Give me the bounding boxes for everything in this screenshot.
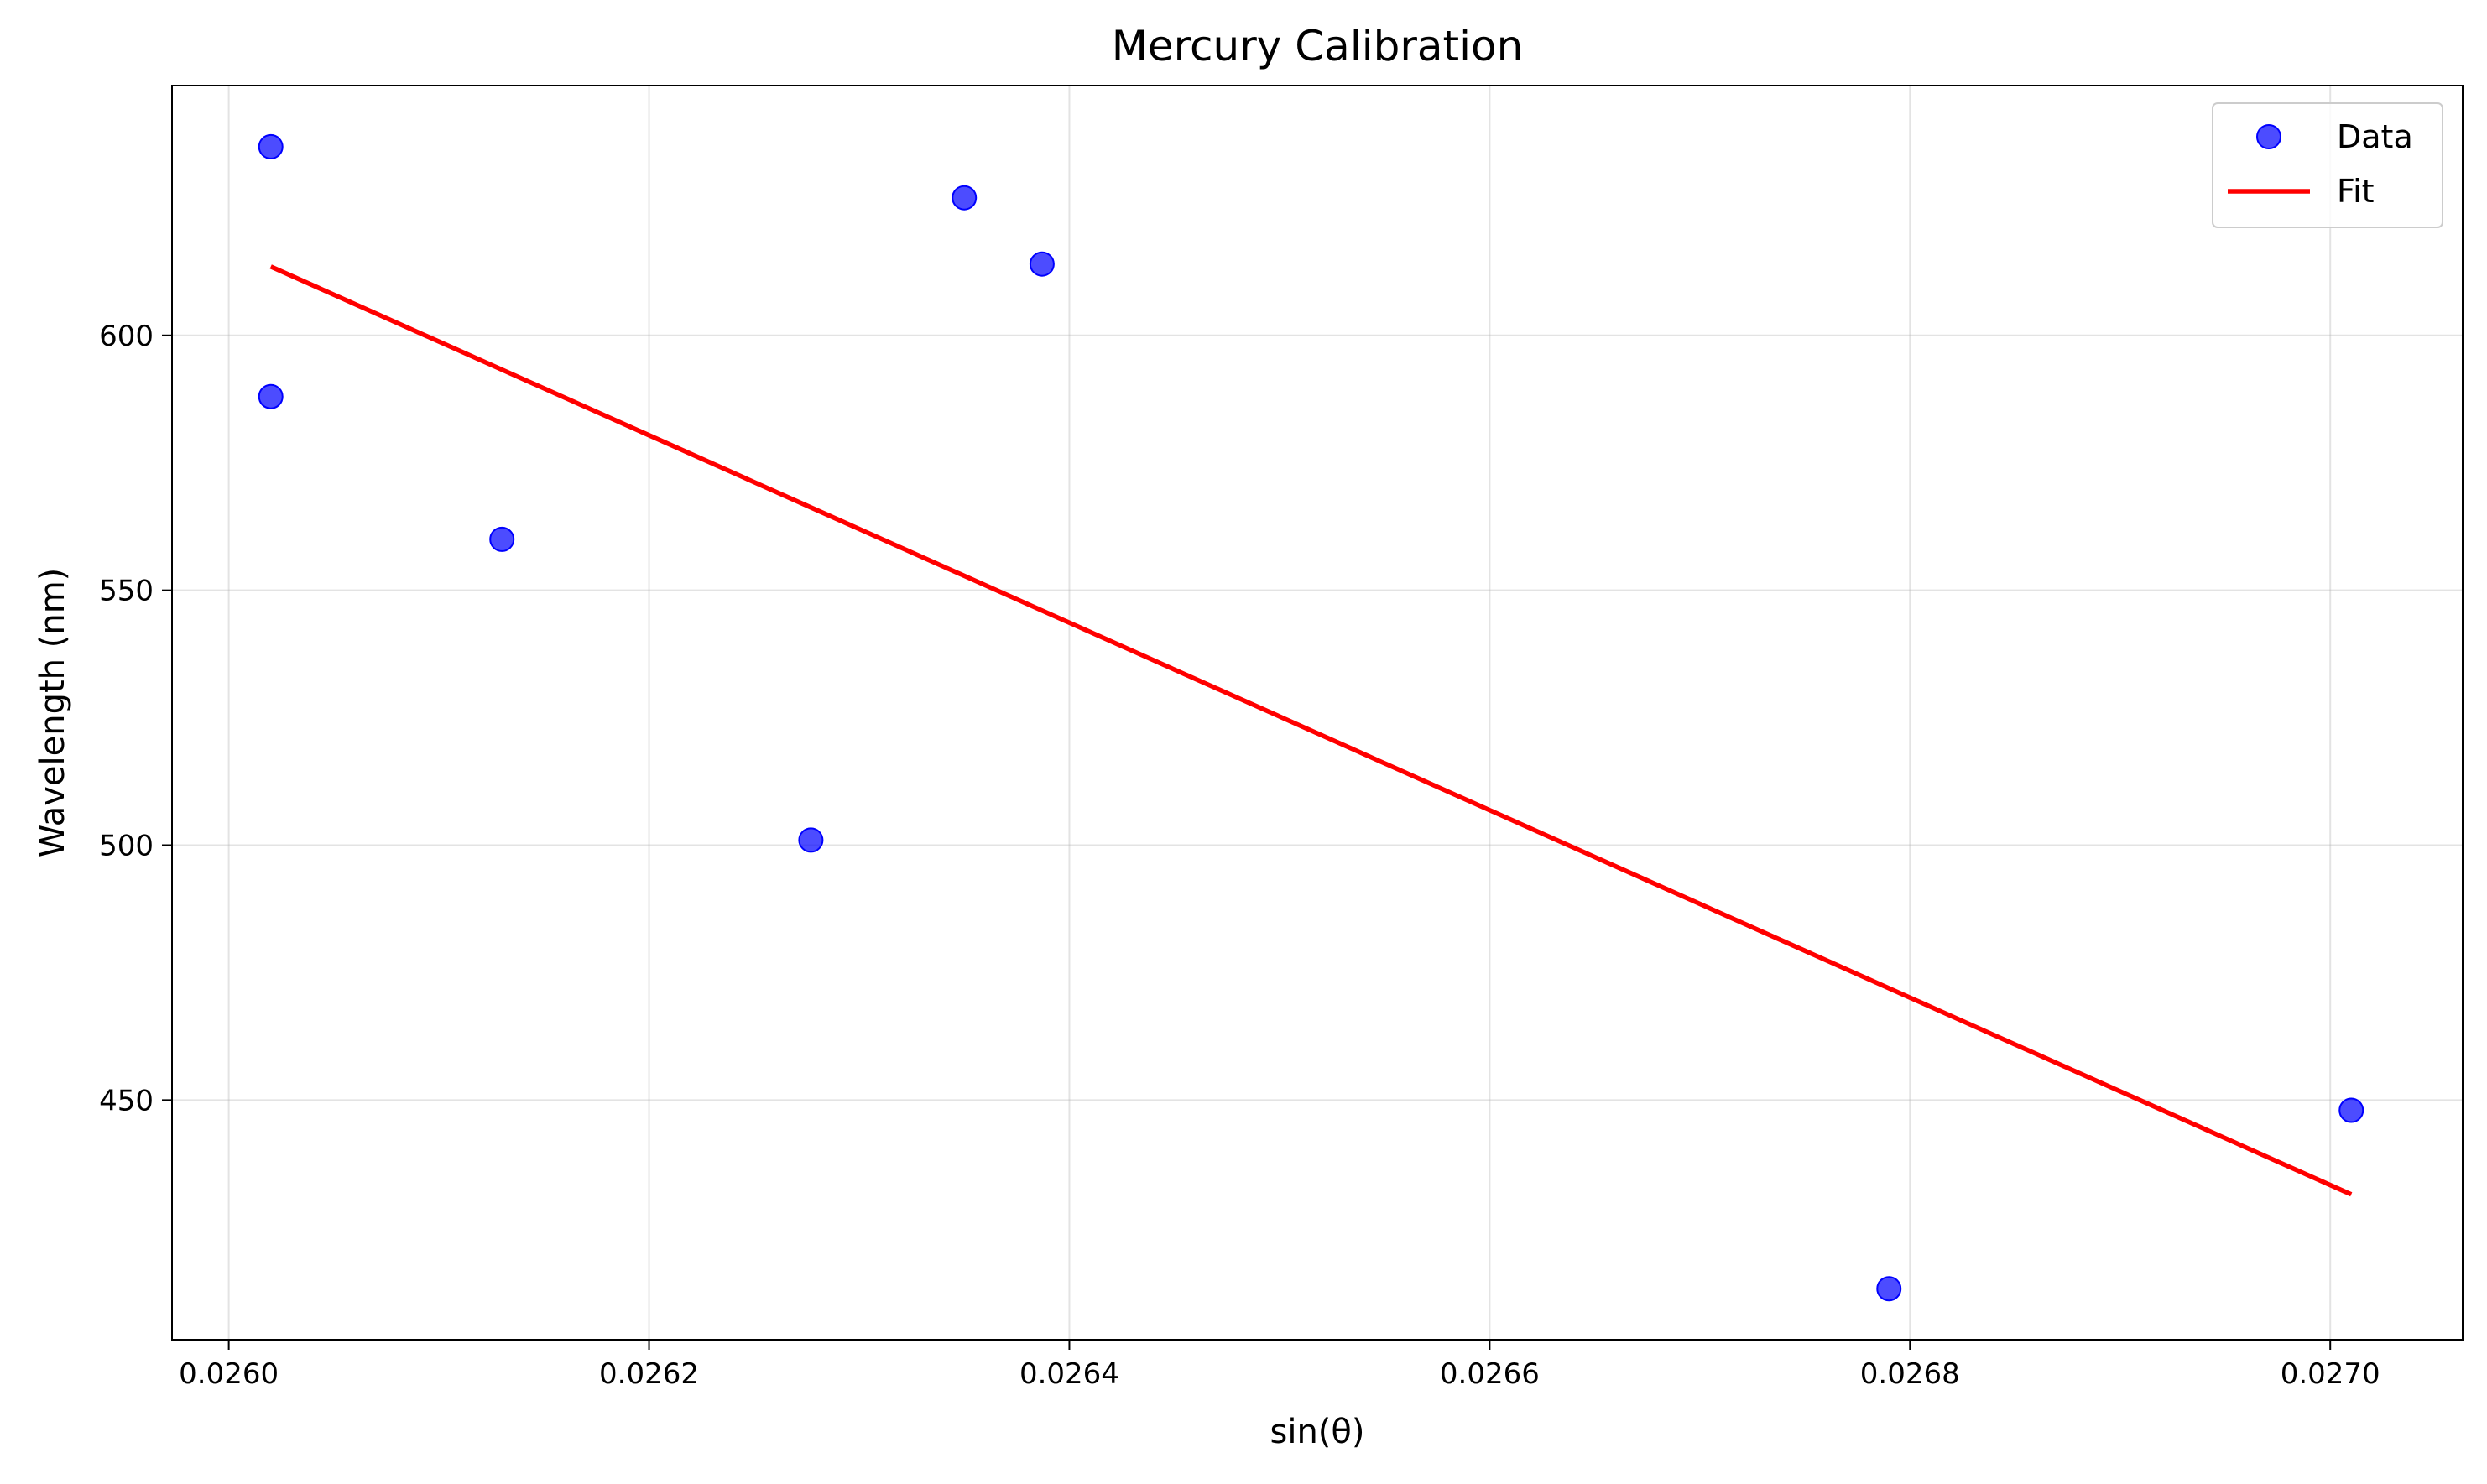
legend-fit-label: Fit (2337, 173, 2375, 210)
y-axis-label: Wavelength (nm) (34, 568, 72, 858)
x-axis-ticks: 0.0260 0.0262 0.0264 0.0266 0.0268 0.0270 (179, 1340, 2380, 1391)
fit-layer (269, 264, 2353, 1197)
data-point (798, 827, 824, 853)
legend: Data Fit (2212, 102, 2443, 228)
y-tick-label: 550 (99, 575, 154, 608)
x-tick-label: 0.0264 (1019, 1357, 1119, 1391)
data-point (489, 526, 515, 552)
data-point (1029, 251, 1055, 277)
fit-line (269, 264, 2353, 1197)
data-point (1876, 1276, 1902, 1302)
y-tick-label: 600 (99, 320, 154, 353)
grid-layer (172, 86, 2463, 1340)
legend-data-marker (2256, 124, 2281, 149)
x-tick-label: 0.0262 (599, 1357, 699, 1391)
y-tick-label: 500 (99, 830, 154, 863)
x-tick-label: 0.0266 (1440, 1357, 1540, 1391)
legend-data-label: Data (2337, 118, 2413, 155)
x-axis-label: sin(θ) (1270, 1413, 1365, 1451)
points-layer (258, 133, 2364, 1302)
plot-frame (171, 85, 2464, 1341)
x-tick-label: 0.0270 (2281, 1357, 2380, 1391)
data-point (952, 185, 978, 211)
chart-title: Mercury Calibration (1112, 22, 1524, 70)
y-axis-ticks: 450 500 550 600 (99, 320, 172, 1117)
data-point (2338, 1097, 2364, 1123)
x-tick-label: 0.0260 (179, 1357, 279, 1391)
data-point (258, 383, 284, 409)
x-tick-label: 0.0268 (1860, 1357, 1960, 1391)
y-tick-label: 450 (99, 1084, 154, 1117)
data-point (258, 133, 284, 159)
